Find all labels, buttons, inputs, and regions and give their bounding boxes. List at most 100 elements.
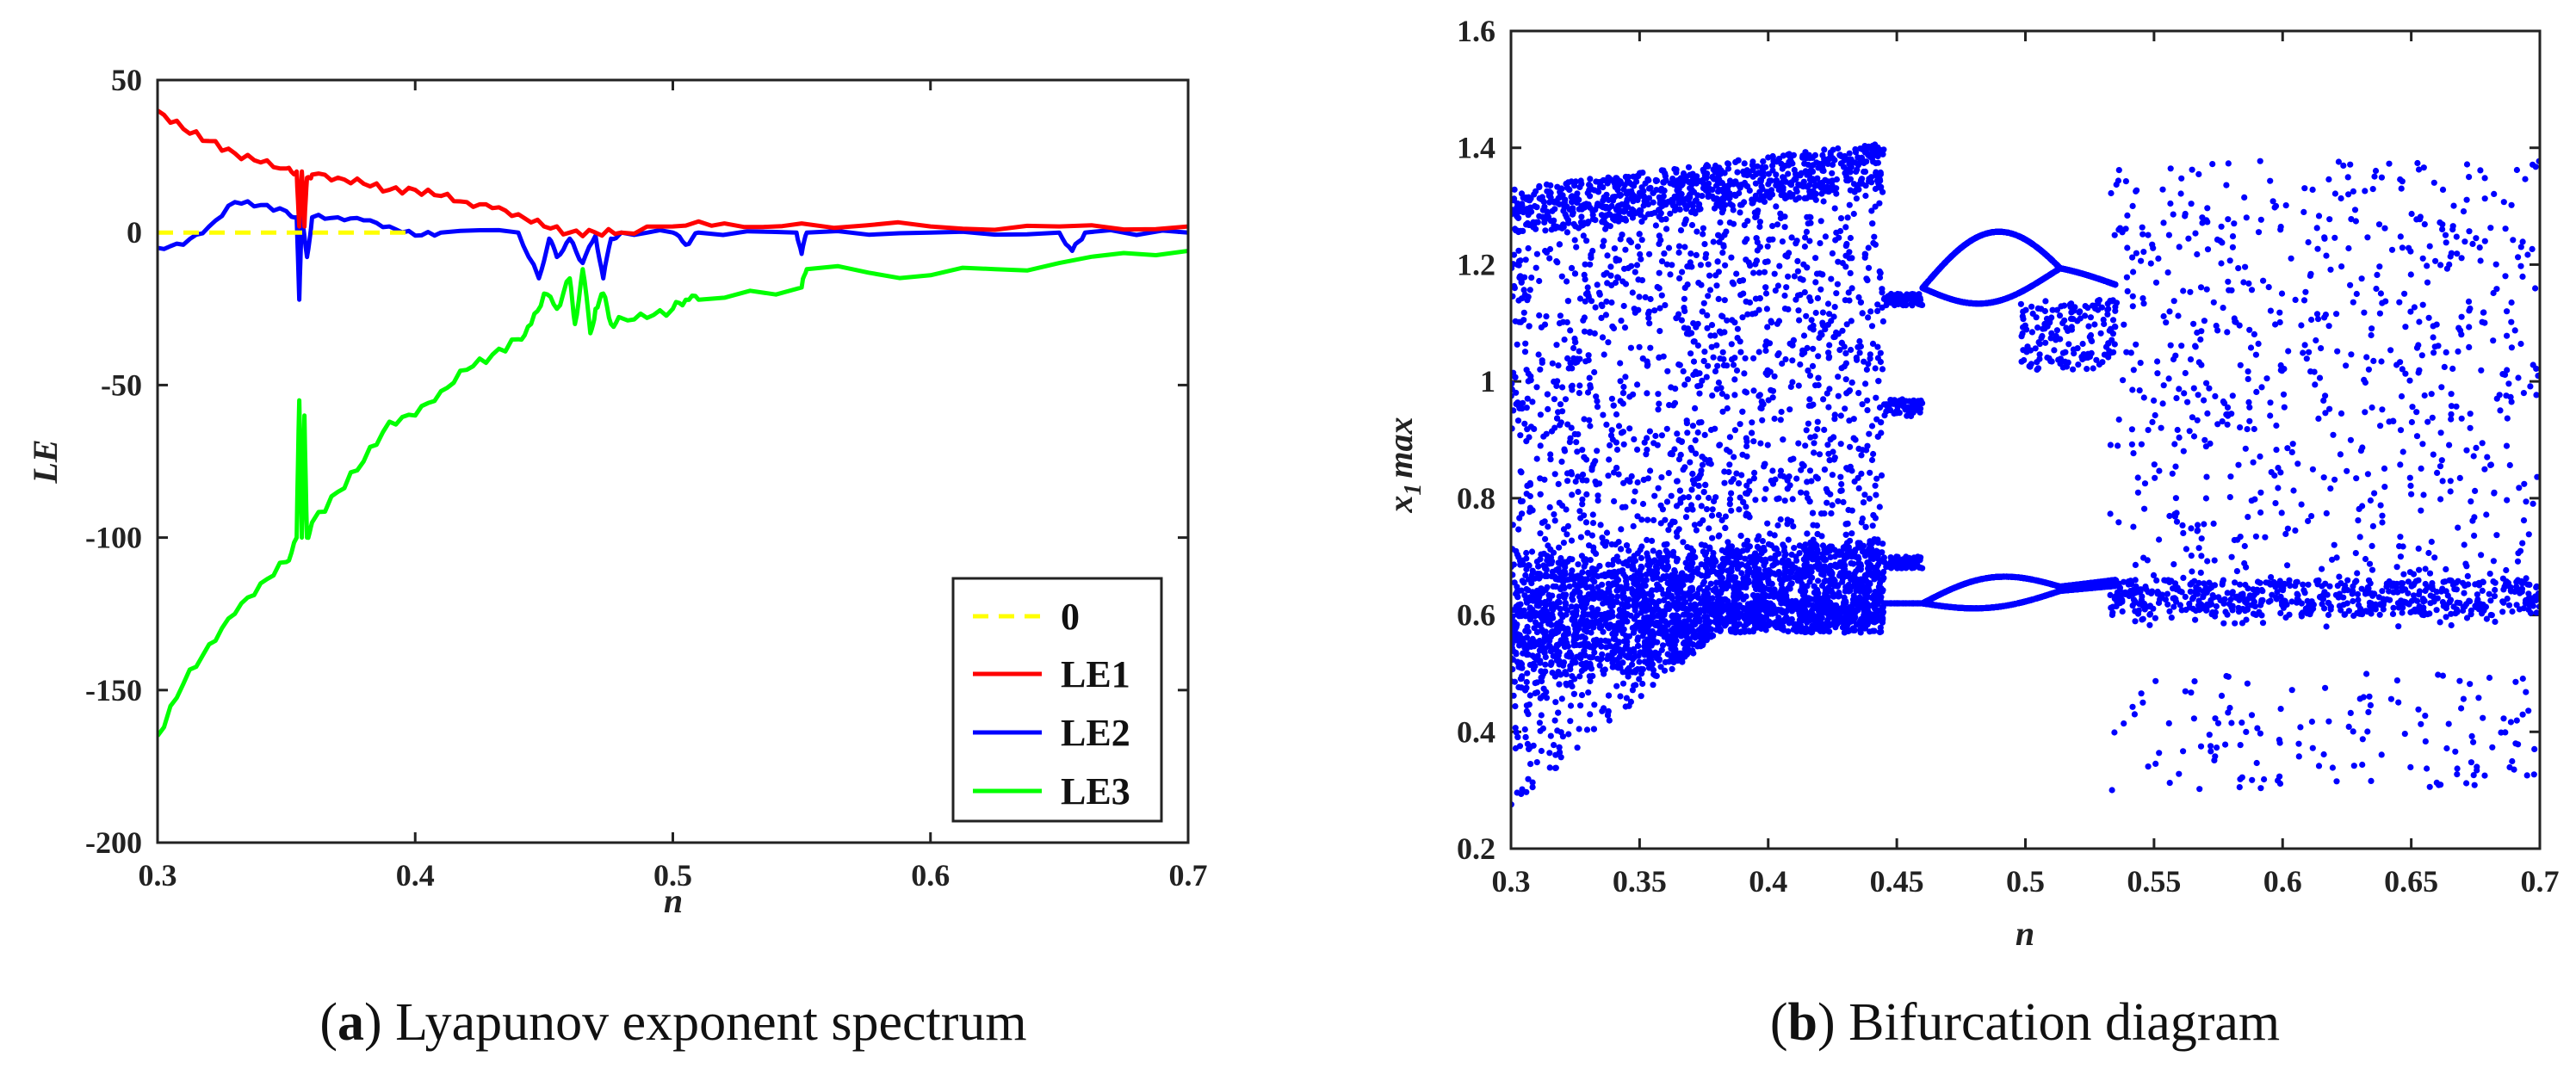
scatter-point: [1609, 569, 1616, 576]
scatter-point: [1524, 482, 1531, 490]
scatter-point: [1616, 606, 1623, 614]
scatter-point: [1585, 201, 1592, 208]
scatter-point: [1639, 170, 1646, 176]
scatter-point: [1701, 241, 1708, 248]
scatter-point: [1798, 489, 1805, 496]
scatter-point: [1613, 576, 1620, 583]
scatter-point: [1613, 683, 1620, 689]
scatter-point: [1597, 637, 1604, 645]
scatter-point: [1665, 470, 1672, 477]
scatter-point: [1741, 160, 1748, 167]
scatter-point: [1515, 526, 1522, 533]
scatter-point: [1511, 407, 1517, 414]
scatter-point: [1545, 560, 1552, 567]
scatter-point: [1726, 434, 1733, 441]
scatter-point: [1558, 695, 1565, 702]
scatter-point: [1747, 628, 1754, 635]
scatter-point: [1526, 745, 1533, 752]
scatter-point: [1744, 537, 1751, 544]
scatter-point: [1750, 438, 1757, 445]
scatter-point: [1715, 269, 1722, 275]
scatter-point: [1740, 290, 1747, 297]
scatter-point: [1522, 340, 1529, 347]
scatter-point: [1554, 727, 1561, 734]
scatter-point: [1780, 557, 1786, 564]
scatter-point: [1777, 210, 1784, 217]
scatter-point: [1613, 411, 1620, 418]
scatter-point: [1829, 250, 1836, 256]
scatter-point: [1764, 243, 1771, 250]
series-line-le2: [158, 199, 1188, 302]
scatter-point: [1543, 181, 1551, 188]
scatter-point: [1663, 261, 1670, 268]
scatter-point: [1549, 360, 1556, 367]
scatter-point: [1566, 583, 1573, 590]
scatter-point: [1679, 269, 1686, 275]
scatter-point: [1519, 673, 1526, 680]
scatter-point: [1655, 485, 1662, 491]
scatter-point: [1684, 376, 1692, 383]
scatter-point: [1789, 357, 1796, 364]
panel-a-xtick-label: 0.4: [396, 858, 435, 893]
scatter-point: [1754, 543, 1761, 551]
scatter-point: [1763, 570, 1771, 577]
scatter-point: [1837, 487, 1844, 495]
scatter-point: [1551, 378, 1557, 385]
scatter-point: [1814, 418, 1821, 425]
scatter-point: [1829, 472, 1836, 479]
scatter-point: [1808, 629, 1815, 636]
scatter-point: [1777, 516, 1784, 523]
scatter-point: [1852, 149, 1860, 156]
scatter-point: [1730, 281, 1737, 287]
scatter-point: [1825, 404, 1832, 411]
scatter-point: [1814, 475, 1821, 482]
scatter-point: [1615, 558, 1622, 565]
scatter-point: [1551, 742, 1557, 749]
scatter-point: [1809, 324, 1816, 331]
scatter-point: [1581, 512, 1588, 519]
scatter-point: [1526, 377, 1533, 384]
scatter-point: [1553, 647, 1560, 654]
scatter-point: [1787, 383, 1794, 390]
scatter-point: [1794, 268, 1801, 275]
scatter-point: [1737, 338, 1743, 345]
scatter-point: [1570, 621, 1577, 628]
scatter-point: [1865, 361, 1872, 368]
scatter-point: [1523, 437, 1530, 445]
scatter-point: [1672, 386, 1679, 392]
scatter-point: [1681, 295, 1687, 302]
scatter-point: [1699, 193, 1706, 200]
scatter-point: [1836, 589, 1842, 596]
scatter-point: [1783, 284, 1790, 291]
scatter-point: [1700, 231, 1706, 238]
scatter-point: [1765, 580, 1772, 587]
scatter-point: [1668, 658, 1675, 664]
scatter-point: [1827, 553, 1834, 561]
scatter-point: [1553, 342, 1560, 349]
panel-b-scatter: [1511, 141, 2540, 808]
scatter-point: [1632, 667, 1639, 674]
scatter-point: [1625, 237, 1632, 244]
scatter-point: [1879, 289, 1886, 296]
scatter-point: [1696, 618, 1703, 625]
scatter-point: [1767, 586, 1774, 593]
scatter-point: [1872, 550, 1879, 557]
scatter-point: [1546, 255, 1553, 262]
scatter-point: [1562, 643, 1569, 651]
scatter-point: [1560, 318, 1567, 325]
scatter-point: [1718, 390, 1725, 398]
scatter-point: [1682, 218, 1689, 225]
scatter-point: [1743, 510, 1750, 517]
scatter-point: [1831, 205, 1838, 212]
scatter-point: [1835, 145, 1842, 152]
scatter-point: [1813, 270, 1821, 277]
scatter-point: [1523, 634, 1531, 641]
scatter-point: [1537, 491, 1544, 497]
scatter-point: [1574, 653, 1581, 660]
scatter-point: [1528, 275, 1535, 281]
scatter-point: [1520, 287, 1527, 293]
scatter-point: [1605, 638, 1612, 645]
scatter-point: [1546, 643, 1553, 650]
scatter-point: [1848, 318, 1855, 324]
scatter-point: [1826, 311, 1833, 318]
